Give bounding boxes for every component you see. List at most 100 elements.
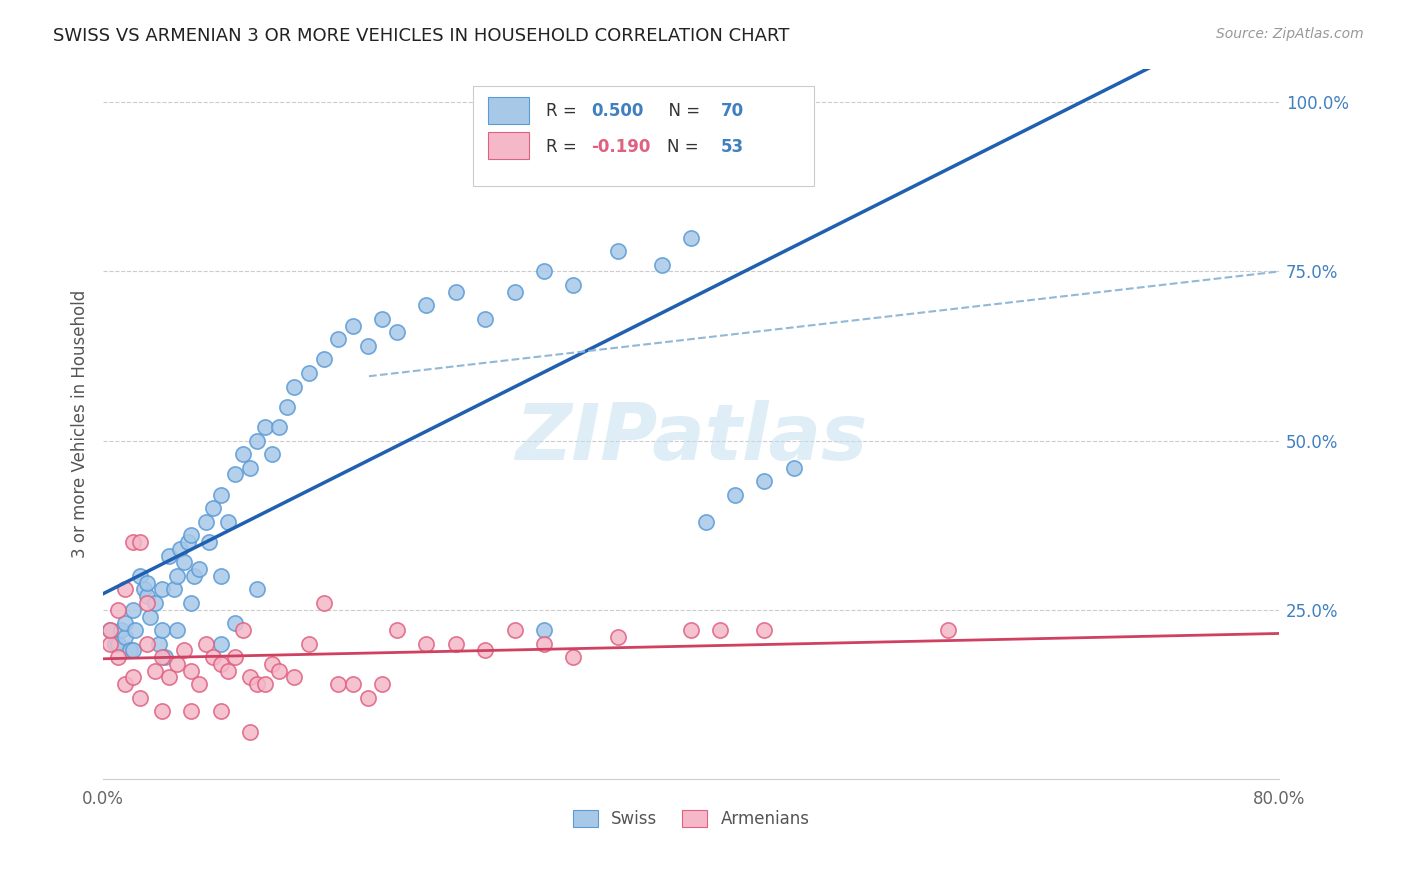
Text: 70: 70 (720, 103, 744, 120)
Point (180, 664, 202, 678)
Point (150, 650, 173, 665)
Point (533, 264, 555, 278)
Point (166, 623, 188, 637)
Text: SWISS VS ARMENIAN 3 OR MORE VEHICLES IN HOUSEHOLD CORRELATION CHART: SWISS VS ARMENIAN 3 OR MORE VEHICLES IN … (53, 27, 790, 45)
FancyBboxPatch shape (474, 87, 814, 186)
Point (202, 650, 225, 665)
Point (169, 541, 191, 556)
Point (150, 582, 173, 597)
Point (100, 623, 122, 637)
Point (503, 285, 526, 299)
Point (224, 467, 246, 482)
Text: Source: ZipAtlas.com: Source: ZipAtlas.com (1216, 27, 1364, 41)
Point (679, 623, 702, 637)
Point (246, 582, 269, 597)
Point (134, 582, 156, 597)
Point (239, 670, 262, 684)
Legend: Swiss, Armenians: Swiss, Armenians (565, 803, 815, 835)
Point (166, 657, 188, 671)
Point (651, 258, 673, 272)
Point (114, 582, 136, 597)
Point (695, 515, 717, 529)
Point (121, 535, 143, 549)
Point (173, 556, 195, 570)
Point (187, 677, 209, 691)
Point (198, 535, 221, 549)
Point (283, 379, 305, 393)
Point (209, 704, 232, 718)
Point (415, 298, 437, 312)
Point (533, 637, 555, 651)
Point (328, 332, 350, 346)
Text: ZIPatlas: ZIPatlas (515, 400, 868, 476)
Point (100, 623, 122, 637)
Point (253, 677, 276, 691)
Point (114, 630, 136, 644)
Point (143, 596, 166, 610)
Point (224, 616, 246, 631)
Point (209, 488, 232, 502)
Point (312, 352, 335, 367)
Point (187, 562, 209, 576)
Point (262, 657, 284, 671)
Point (209, 569, 232, 583)
Point (180, 596, 202, 610)
Point (328, 677, 350, 691)
Point (371, 677, 394, 691)
Point (128, 569, 150, 583)
Point (118, 643, 141, 657)
Point (790, 95, 813, 110)
Point (709, 623, 731, 637)
Point (217, 515, 239, 529)
Point (136, 596, 159, 610)
Point (209, 657, 232, 671)
Point (239, 724, 262, 739)
Point (157, 549, 180, 563)
FancyBboxPatch shape (488, 97, 529, 124)
Point (150, 704, 173, 718)
Point (107, 603, 129, 617)
Point (342, 677, 364, 691)
Point (444, 637, 467, 651)
Y-axis label: 3 or more Vehicles in Household: 3 or more Vehicles in Household (72, 290, 89, 558)
Point (157, 670, 180, 684)
Point (104, 637, 127, 651)
Point (124, 623, 146, 637)
Point (342, 318, 364, 333)
Text: -0.190: -0.190 (591, 137, 651, 156)
Point (183, 569, 205, 583)
Point (153, 650, 176, 665)
Point (724, 488, 747, 502)
Text: R =: R = (547, 103, 582, 120)
Point (224, 650, 246, 665)
Point (195, 515, 218, 529)
Point (114, 677, 136, 691)
Point (121, 643, 143, 657)
Text: R =: R = (547, 137, 582, 156)
Point (754, 623, 776, 637)
Point (163, 582, 186, 597)
Point (180, 528, 202, 542)
Point (136, 637, 159, 651)
Point (107, 637, 129, 651)
Point (180, 704, 202, 718)
Point (239, 460, 262, 475)
Point (107, 650, 129, 665)
Point (100, 637, 122, 651)
Point (936, 623, 959, 637)
Point (136, 575, 159, 590)
Point (253, 420, 276, 434)
Point (217, 664, 239, 678)
Point (128, 535, 150, 549)
Point (562, 278, 585, 293)
Point (232, 623, 254, 637)
Point (298, 366, 321, 380)
Point (232, 447, 254, 461)
Point (110, 623, 132, 637)
Point (533, 623, 555, 637)
Point (121, 603, 143, 617)
Point (357, 690, 380, 705)
Point (385, 326, 408, 340)
Point (276, 400, 298, 414)
Point (114, 616, 136, 631)
